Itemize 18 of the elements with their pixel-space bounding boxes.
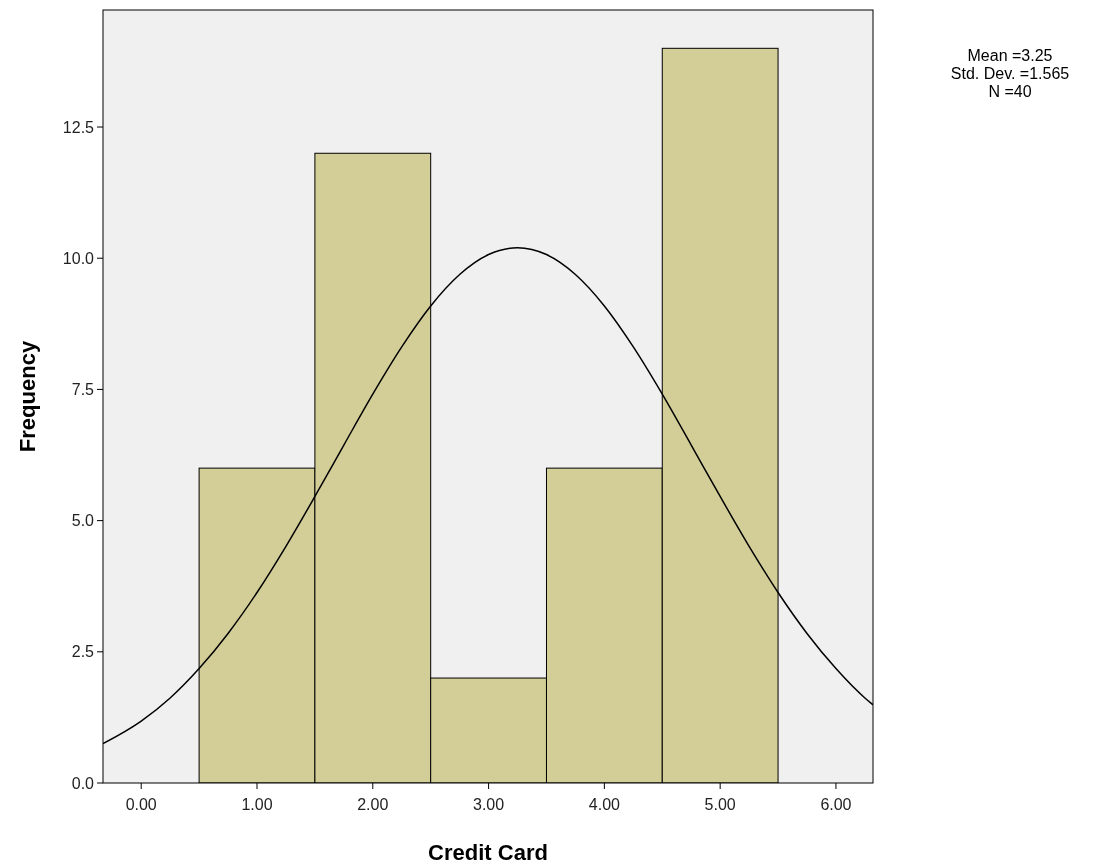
x-tick-label: 0.00 bbox=[125, 796, 157, 813]
y-tick-label: 2.5 bbox=[71, 643, 95, 661]
y-tick-label: 7.5 bbox=[71, 381, 95, 399]
y-tick-label: 0.0 bbox=[71, 774, 95, 792]
x-axis-title: Credit Card bbox=[428, 840, 548, 865]
x-tick-label: 4.00 bbox=[588, 796, 621, 813]
y-tick-label: 5.0 bbox=[71, 512, 95, 530]
y-axis-title: Frequency bbox=[15, 340, 40, 453]
x-tick-label: 5.00 bbox=[704, 796, 736, 813]
text: Mean =3.25 bbox=[967, 47, 1053, 64]
y-tick-label: 12.5 bbox=[62, 118, 95, 136]
x-tick-label: 2.00 bbox=[357, 796, 389, 813]
x-tick-label: 3.00 bbox=[473, 796, 505, 813]
text: Std. Dev. =1.565 bbox=[950, 65, 1070, 82]
y-tick-label: 10.0 bbox=[62, 249, 95, 267]
x-tick-label: 1.00 bbox=[241, 796, 273, 813]
text: N =40 bbox=[988, 83, 1032, 100]
x-tick-label: 6.00 bbox=[820, 796, 852, 813]
